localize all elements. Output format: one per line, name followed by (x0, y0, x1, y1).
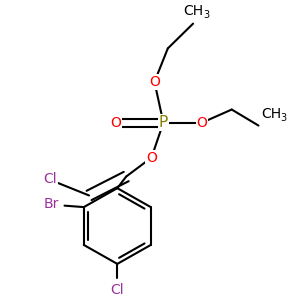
Text: O: O (149, 75, 160, 89)
Text: CH: CH (183, 4, 203, 18)
Text: P: P (159, 115, 168, 130)
Text: O: O (110, 116, 121, 130)
Text: Br: Br (44, 197, 59, 211)
Text: Cl: Cl (110, 283, 124, 297)
Text: O: O (146, 151, 157, 165)
Text: CH: CH (262, 107, 282, 121)
Text: 3: 3 (203, 10, 209, 20)
Text: 3: 3 (281, 113, 287, 123)
Text: O: O (196, 116, 208, 130)
Text: Cl: Cl (44, 172, 57, 186)
